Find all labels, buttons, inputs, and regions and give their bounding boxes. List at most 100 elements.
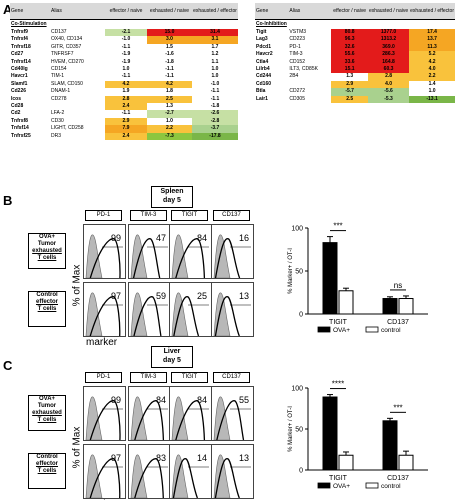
gene-name: Tnfrsf18 xyxy=(11,43,31,50)
condition-label-line: exhausted xyxy=(32,410,62,416)
percent-positive: 13 xyxy=(238,291,249,301)
percent-positive: 97 xyxy=(110,453,121,463)
fold-change-cell: 2.8 xyxy=(367,73,410,81)
histogram-plot xyxy=(171,292,209,336)
table-row: Btla CD272 -5.7 -5.6 1.0 xyxy=(255,88,455,96)
percent-positive: 84 xyxy=(196,233,207,243)
condition-label-line: T cells xyxy=(37,468,57,474)
table-category: Co-Inhibition xyxy=(256,20,287,27)
fold-change-cell: -5.3 xyxy=(367,95,410,104)
y-axis-title: % Marker+ / OT-I xyxy=(288,248,294,294)
fold-change-cell: 1.2 xyxy=(192,51,238,59)
histogram-plot xyxy=(171,234,209,278)
marker-histogram xyxy=(173,296,200,336)
fold-change-cell: 1.3 xyxy=(147,103,192,111)
table-row: Tnfrsf18 GITR, CD357 -1.1 1.5 1.7 xyxy=(10,43,238,52)
condition-label: OVA+ Tumor exhausted T cells xyxy=(28,395,66,431)
percent-positive: 13 xyxy=(238,453,249,463)
condition-label-line: Control xyxy=(36,454,58,460)
marker-histogram xyxy=(134,458,164,498)
marker-header: TIGIT xyxy=(171,210,208,221)
isotype-histogram xyxy=(85,292,103,336)
gene-alias: OX40, CD134 xyxy=(51,36,83,43)
gene-name: Slamf1 xyxy=(11,80,28,87)
marker-header: CD137 xyxy=(213,210,250,221)
fold-change-cell: -1.1 xyxy=(192,88,238,96)
category-label: TIGIT xyxy=(329,475,348,482)
bar xyxy=(338,454,354,471)
table-row: Lag3 CD223 96.3 1313.2 13.7 xyxy=(255,36,455,44)
table-row: Tnfrsf14 HVEM, CD270 -1.9 -1.8 1.1 xyxy=(10,58,238,67)
fold-change-cell: 2.9 xyxy=(331,80,368,89)
fold-change-cell: -1.8 xyxy=(147,58,192,67)
fold-change-cell: -2.1 xyxy=(105,29,147,37)
effector-naive-header: effector / naive xyxy=(105,3,147,20)
isotype-histogram xyxy=(171,396,189,440)
y-tick-label: 50 xyxy=(295,269,303,276)
table-row: Havcr1 TIM-1 -1.1 -1.1 1.0 xyxy=(10,73,238,81)
gene-alias: TIM-1 xyxy=(51,73,65,80)
bar xyxy=(322,396,338,471)
fold-change-cell: 1.7 xyxy=(192,43,238,52)
table-row: Tnfrsf8 CD30 2.9 1.0 -2.8 xyxy=(10,117,238,126)
fold-change-cell: 15.1 xyxy=(331,66,368,74)
legend-label: OVA+ xyxy=(333,327,350,334)
percent-positive: 16 xyxy=(238,233,249,243)
bar xyxy=(338,290,354,315)
gene-name: Tnfrsf4 xyxy=(11,36,28,43)
alias-header: Alias xyxy=(288,3,332,20)
gene-name: Cd2 xyxy=(11,110,21,117)
gene-name: Icos xyxy=(11,95,22,102)
significance-marker: *** xyxy=(393,403,402,412)
gene-name: Lilrb4 xyxy=(256,66,270,73)
fold-change-cell: 1.8 xyxy=(147,88,192,96)
legend-swatch xyxy=(317,326,331,333)
gene-name: Cd28 xyxy=(11,103,24,110)
gene-alias xyxy=(288,81,331,88)
day-label: day 5 xyxy=(163,197,181,204)
y-axis-label: % of Max xyxy=(71,426,83,469)
fold-change-cell: -3.7 xyxy=(192,125,238,133)
effector-naive-header: effector / naive xyxy=(331,3,368,20)
marker-header: TIM-3 xyxy=(130,372,167,383)
fold-change-cell: 3.1 xyxy=(192,36,238,44)
isotype-histogram xyxy=(130,396,148,440)
condition-label-line: T cells xyxy=(37,417,57,423)
condition-label-line: OVA+ xyxy=(38,234,56,240)
fold-change-cell: 2.4 xyxy=(105,132,147,141)
histogram-panel: 59 xyxy=(128,282,171,337)
table-row: Lilrb4 ILT3, CD85K 15.1 60.3 4.0 xyxy=(255,66,455,74)
gene-alias: DNAM-1 xyxy=(51,88,71,95)
gene-name: Tnfrsf8 xyxy=(11,117,28,124)
x-axis-label: marker xyxy=(86,337,118,348)
day-label: day 5 xyxy=(163,357,181,364)
exhausted-effector-header: exhausted / effector xyxy=(409,3,455,20)
percent-positive: 97 xyxy=(110,291,121,301)
histogram-plot xyxy=(130,396,168,440)
histogram-panel: 84 xyxy=(128,386,171,441)
table-row: Tnfsf14 LIGHT, CD258 7.9 2.2 -3.7 xyxy=(10,125,238,133)
table-row: Cd27 TNFRSF7 -1.9 -1.6 1.2 xyxy=(10,51,238,59)
histogram-panel: 97 xyxy=(83,444,126,499)
marker-header: CD137 xyxy=(213,372,250,383)
fold-change-cell: 1.0 xyxy=(105,66,147,74)
table-row: Cd2 LFA-2 -1.1 -2.7 -2.6 xyxy=(10,110,238,118)
fold-change-cell: 60.3 xyxy=(367,66,410,74)
condition-label: Control effector T cells xyxy=(28,453,66,489)
histogram-panel: 84 xyxy=(169,386,212,441)
fold-change-cell: -1.1 xyxy=(147,73,192,81)
marker-histogram xyxy=(216,400,245,440)
fold-change-cell: -1.1 xyxy=(147,66,192,74)
histogram-panel: 25 xyxy=(169,282,212,337)
percent-positive: 59 xyxy=(155,291,166,301)
exhausted-effector-header: exhausted / effector xyxy=(192,3,238,20)
gene-alias: CD30 xyxy=(51,117,64,124)
fold-change-cell: -17.8 xyxy=(192,132,238,141)
marker-histogram xyxy=(172,458,199,498)
significance-marker: ns xyxy=(394,281,402,290)
condition-label-line: exhausted xyxy=(32,248,62,254)
fold-change-cell: 13.7 xyxy=(409,36,455,44)
table-row: Cd40lg CD154 1.0 -1.1 1.0 xyxy=(10,66,238,74)
table-row: Havcr2 TIM-3 55.6 286.3 5.2 xyxy=(255,51,455,59)
y-tick-label: 0 xyxy=(299,468,303,475)
